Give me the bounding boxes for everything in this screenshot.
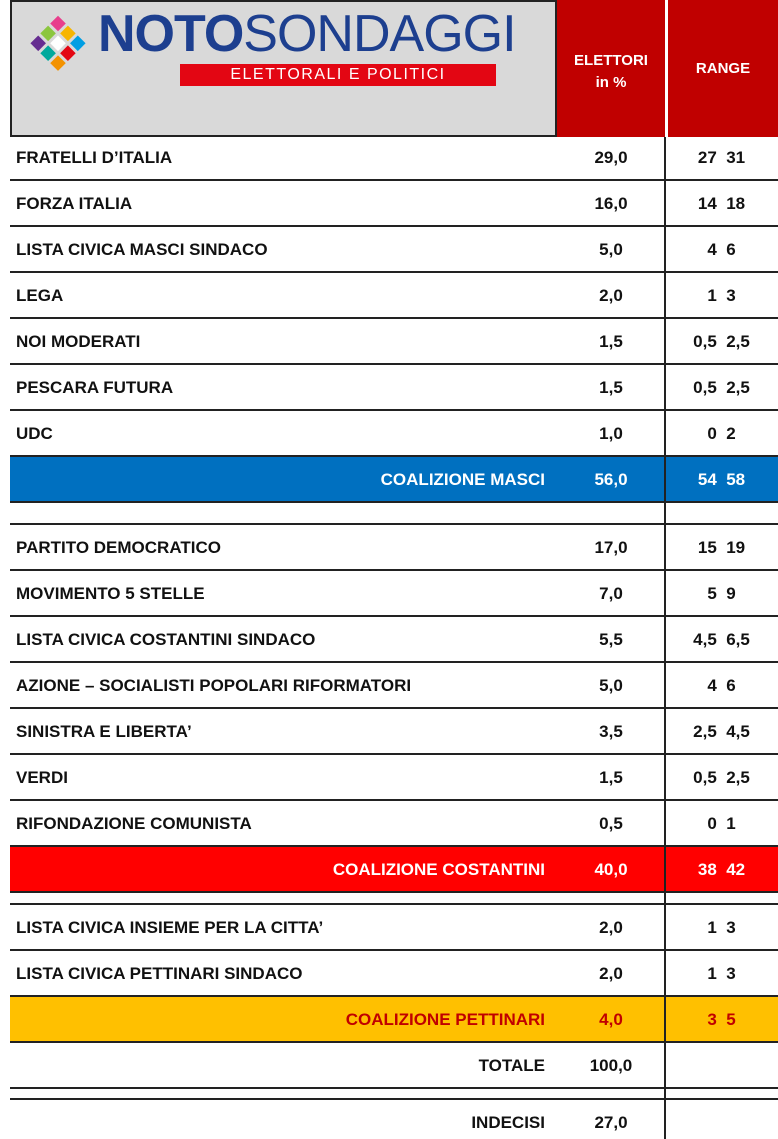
row-value: 0,5 <box>599 814 623 833</box>
spacer <box>10 1089 778 1100</box>
row-name: FRATELLI D’ITALIA <box>16 148 173 167</box>
row-name: FORZA ITALIA <box>16 194 133 213</box>
row-range: 1 3 <box>707 286 736 305</box>
row-value: 5,5 <box>599 630 623 649</box>
row-value: 2,0 <box>599 918 623 937</box>
row-name: INDECISI <box>471 1113 545 1132</box>
row-name: LISTA CIVICA COSTANTINI SINDACO <box>16 630 316 649</box>
row-bg <box>10 709 778 755</box>
row-range: 15 19 <box>697 538 746 557</box>
row-bg <box>10 755 778 801</box>
row-value: 17,0 <box>594 538 628 557</box>
logo-text: NOTOSONDAGGI <box>98 4 517 64</box>
row-bg <box>10 365 778 411</box>
row-bg <box>10 181 778 227</box>
row-name: SINISTRA E LIBERTA’ <box>16 722 192 741</box>
row-value: 2,0 <box>599 964 623 983</box>
row-value: 40,0 <box>594 860 628 879</box>
row-name: RIFONDAZIONE COMUNISTA <box>16 814 252 833</box>
row-range: 4,5 6,5 <box>693 630 750 649</box>
row-range: 5 9 <box>707 584 736 603</box>
row-range: 1 3 <box>707 918 736 937</box>
row-bg <box>10 801 778 847</box>
row-bg <box>10 905 778 951</box>
row-bg <box>10 1043 778 1089</box>
spacer <box>10 503 778 525</box>
row-bg <box>10 663 778 709</box>
row-name: VERDI <box>16 768 68 787</box>
row-value: 1,5 <box>599 332 623 351</box>
row-name: COALIZIONE PETTINARI <box>345 1010 545 1029</box>
row-value: 3,5 <box>599 722 623 741</box>
row-bg <box>10 319 778 365</box>
range-header: RANGE <box>665 0 778 137</box>
row-range: 1 3 <box>707 964 736 983</box>
row-range: 54 58 <box>697 470 746 489</box>
row-bg <box>10 227 778 273</box>
column-divider <box>664 137 666 1139</box>
row-bg <box>10 457 778 503</box>
row-name: PARTITO DEMOCRATICO <box>16 538 221 557</box>
row-value: 29,0 <box>594 148 628 167</box>
row-name: LISTA CIVICA MASCI SINDACO <box>16 240 268 259</box>
row-value: 1,5 <box>599 768 623 787</box>
spacer <box>10 893 778 905</box>
row-name: COALIZIONE COSTANTINI <box>332 860 545 879</box>
row-value: 5,0 <box>599 240 623 259</box>
value-header-line: in % <box>595 74 627 91</box>
row-name: AZIONE – SOCIALISTI POPOLARI RIFORMATORI <box>16 676 412 695</box>
row-name: LEGA <box>16 286 64 305</box>
row-bg <box>10 525 778 571</box>
logo-bold: NOTO <box>98 5 244 63</box>
row-name: LISTA CIVICA INSIEME PER LA CITTA’ <box>16 918 324 937</box>
row-range: 0 2 <box>707 424 736 443</box>
row-range: 0,5 2,5 <box>693 768 750 787</box>
row-value: 16,0 <box>594 194 628 213</box>
row-range: 14 18 <box>697 194 746 213</box>
row-range: 4 6 <box>707 240 736 259</box>
row-name: MOVIMENTO 5 STELLE <box>16 584 205 603</box>
row-value: 56,0 <box>594 470 628 489</box>
row-name: NOI MODERATI <box>16 332 141 351</box>
row-range: 4 6 <box>707 676 736 695</box>
row-range: 38 42 <box>697 860 746 879</box>
row-range: 3 5 <box>707 1010 736 1029</box>
row-bg <box>10 273 778 319</box>
row-name: TOTALE <box>478 1056 545 1075</box>
logo-box: NOTOSONDAGGI ELETTORALI E POLITICI <box>10 0 557 137</box>
row-value: 1,0 <box>599 424 623 443</box>
row-name: COALIZIONE MASCI <box>380 470 545 489</box>
row-bg <box>10 951 778 997</box>
row-value: 1,5 <box>599 378 623 397</box>
row-value: 2,0 <box>599 286 623 305</box>
row-value: 5,0 <box>599 676 623 695</box>
row-value: 27,0 <box>594 1113 628 1132</box>
row-value: 4,0 <box>599 1010 623 1029</box>
logo-light: SONDAGGI <box>243 5 516 63</box>
row-bg <box>10 135 778 181</box>
row-range: 0,5 2,5 <box>693 332 750 351</box>
logo-icon <box>30 15 86 71</box>
row-name: LISTA CIVICA PETTINARI SINDACO <box>16 964 303 983</box>
row-bg <box>10 617 778 663</box>
row-range: 2,5 4,5 <box>693 722 750 741</box>
row-range: 0 1 <box>707 814 736 833</box>
row-bg <box>10 847 778 893</box>
row-bg <box>10 997 778 1043</box>
row-range: 27 31 <box>697 148 746 167</box>
value-header-line: ELETTORI <box>574 52 648 69</box>
row-name: PESCARA FUTURA <box>16 378 174 397</box>
row-value: 100,0 <box>589 1056 633 1075</box>
row-range: 0,5 2,5 <box>693 378 750 397</box>
row-name: UDC <box>16 424 53 443</box>
logo-tagline: ELETTORALI E POLITICI <box>180 64 496 86</box>
row-bg <box>10 411 778 457</box>
row-bg <box>10 571 778 617</box>
row-value: 7,0 <box>599 584 623 603</box>
value-header: ELETTORI in % <box>557 0 665 137</box>
